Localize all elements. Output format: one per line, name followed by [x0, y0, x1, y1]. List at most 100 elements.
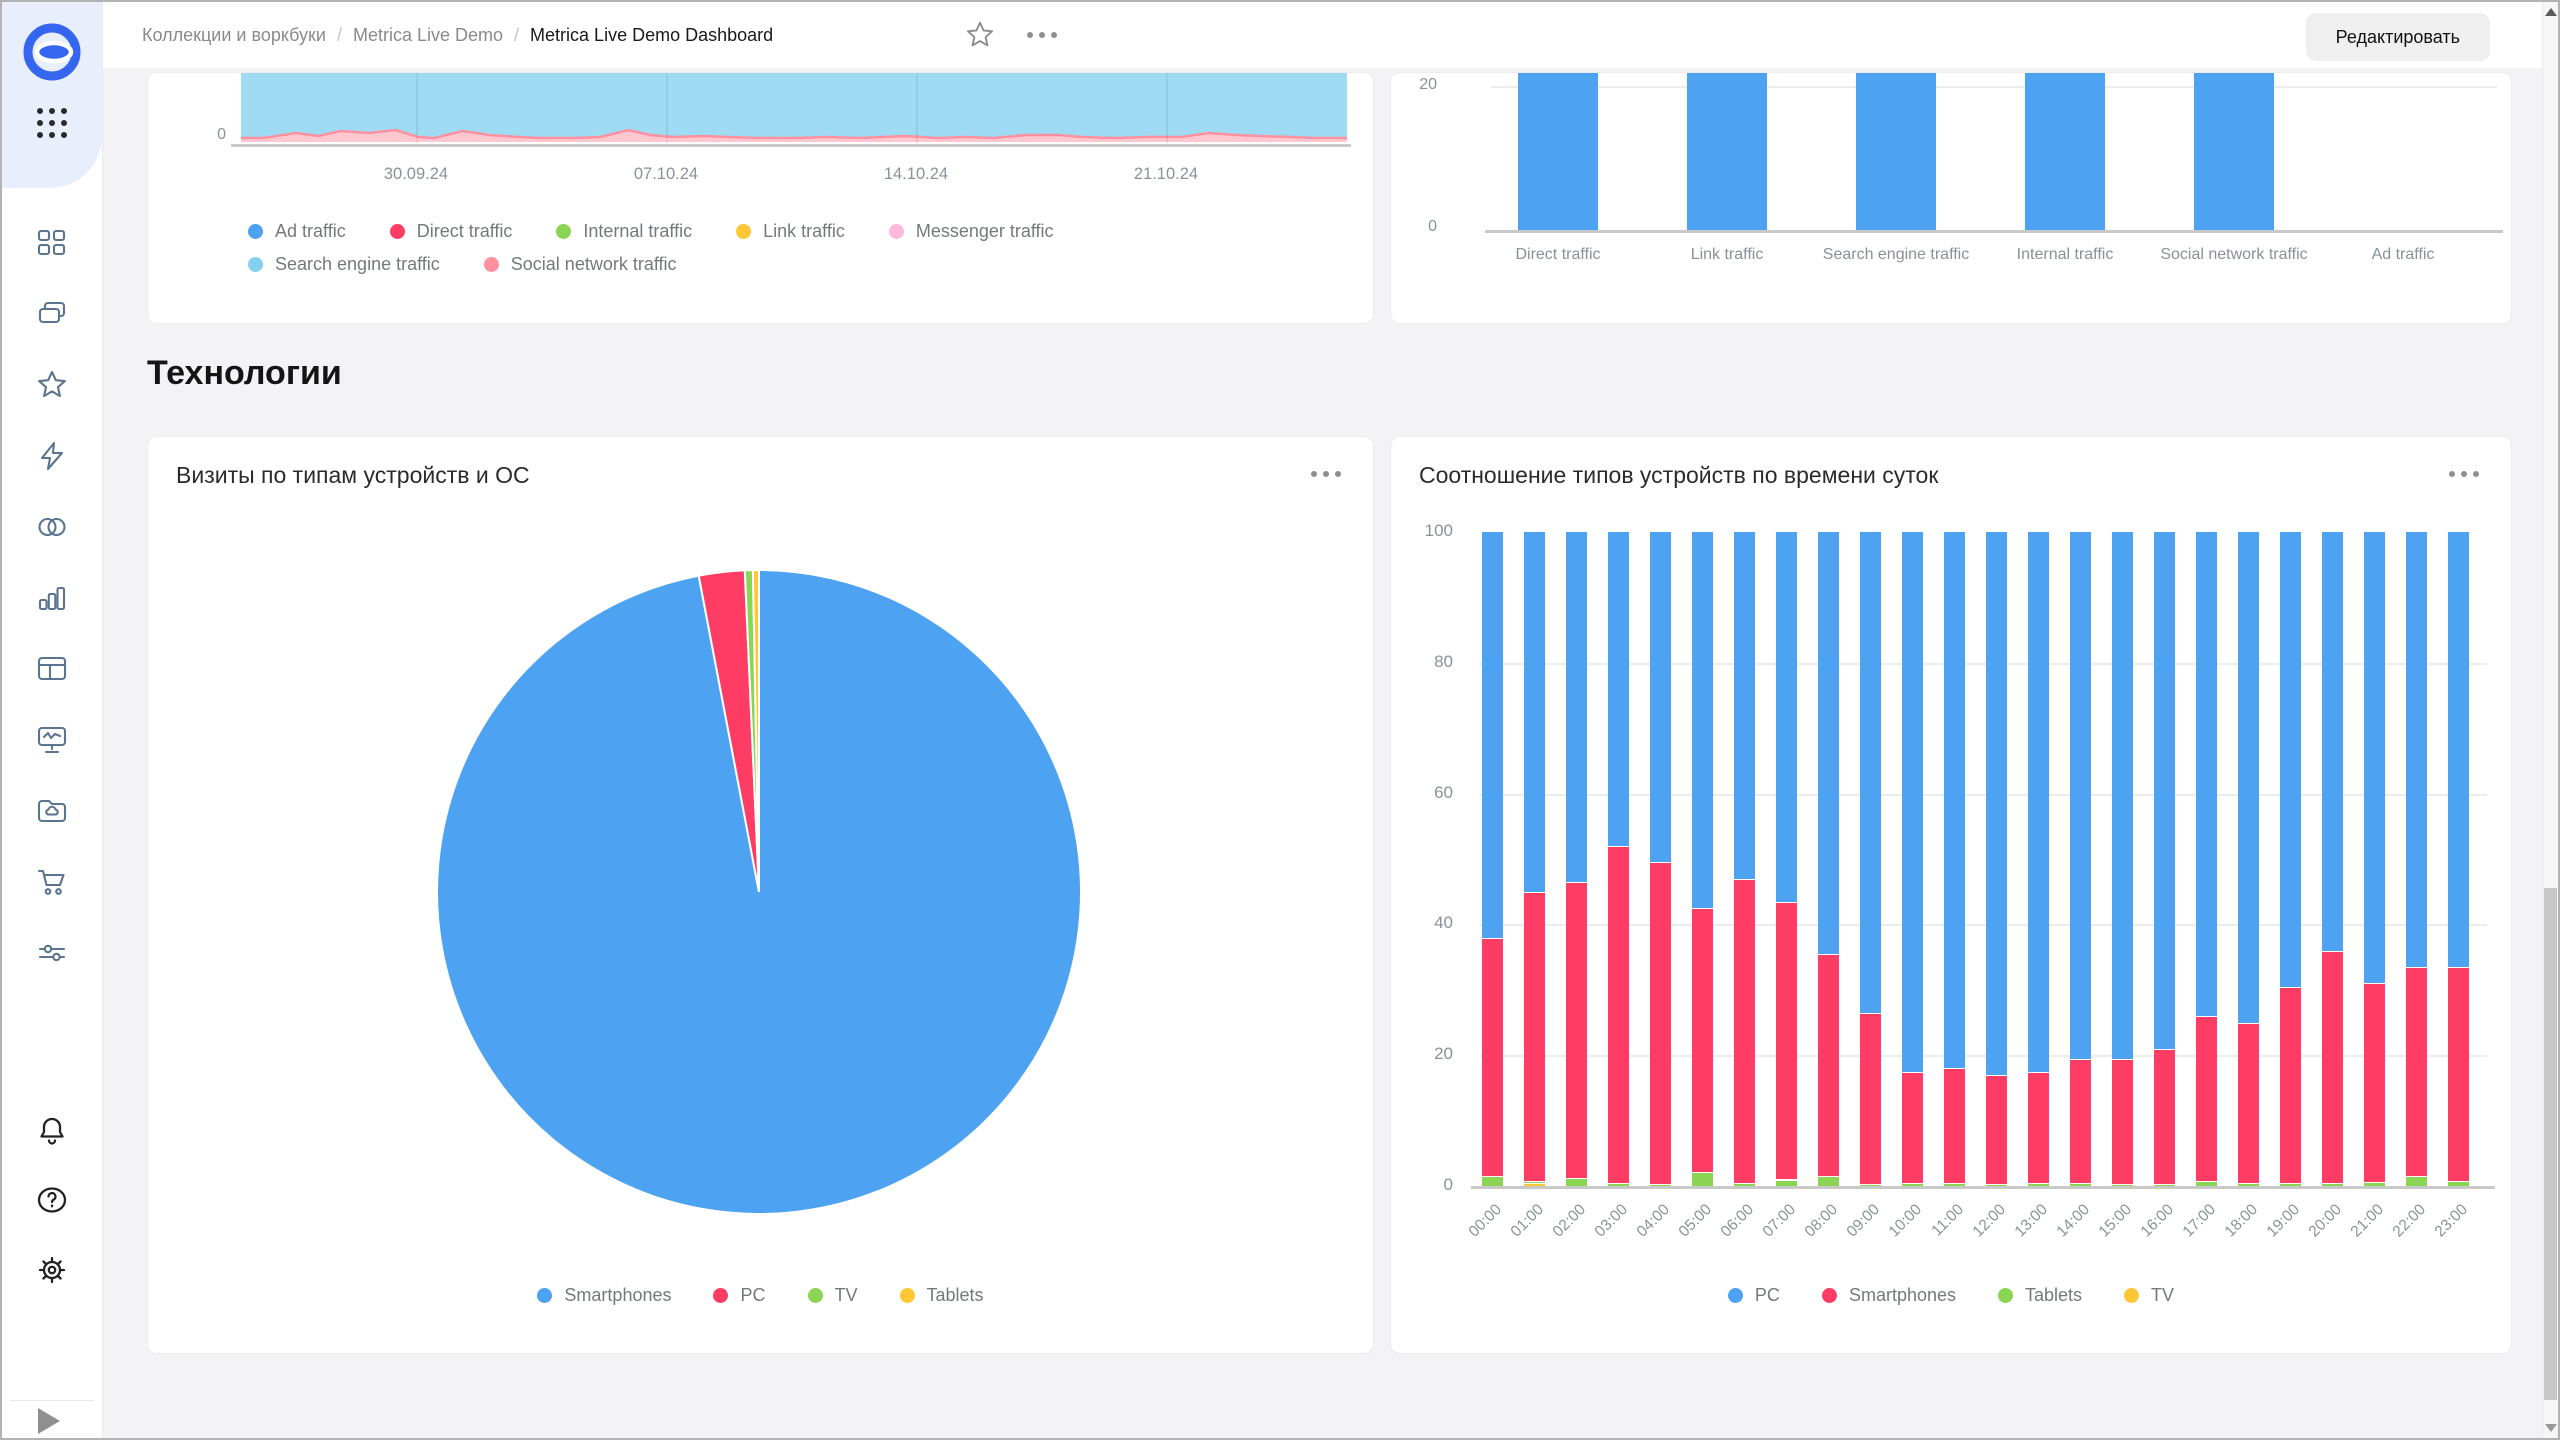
- bar-segment-tablets[interactable]: [2322, 1183, 2343, 1186]
- favorite-star-icon[interactable]: [964, 19, 996, 51]
- help-icon[interactable]: [35, 1183, 69, 1217]
- legend-item[interactable]: PC: [713, 1285, 766, 1306]
- sidebar-item-collections-icon[interactable]: [35, 297, 69, 331]
- sidebar-item-charts-icon[interactable]: [35, 581, 69, 615]
- bar-segment-smartphones[interactable]: [2070, 1058, 2091, 1183]
- bar-segment-tablets[interactable]: [1944, 1182, 1965, 1186]
- legend-item[interactable]: TV: [807, 1285, 858, 1306]
- bar-segment-smartphones[interactable]: [1860, 1012, 1881, 1184]
- bar-segment-smartphones[interactable]: [1692, 908, 1713, 1172]
- bar-segment-pc[interactable]: [1692, 532, 1713, 909]
- pie-chart[interactable]: [434, 567, 1084, 1217]
- bar-segment-tablets[interactable]: [1986, 1184, 2007, 1186]
- legend-item[interactable]: Internal traffic: [556, 221, 692, 242]
- bar-segment-tablets[interactable]: [2154, 1184, 2175, 1186]
- chart-menu-button[interactable]: [1311, 471, 1341, 477]
- sidebar-item-favorites-icon[interactable]: [35, 368, 69, 402]
- bar-segment-smartphones[interactable]: [2196, 1016, 2217, 1181]
- bar-segment-tv[interactable]: [1524, 1182, 1545, 1186]
- legend-item[interactable]: Tablets: [899, 1285, 984, 1306]
- breadcrumb-workbook[interactable]: Metrica Live Demo: [352, 24, 504, 45]
- sidebar-item-marketplace-icon[interactable]: [35, 865, 69, 899]
- legend-item[interactable]: Ad traffic: [248, 221, 346, 242]
- bar-segment-pc[interactable]: [2196, 532, 2217, 1016]
- bar-segment-pc[interactable]: [1734, 532, 1755, 879]
- bar-segment-pc[interactable]: [1650, 532, 1671, 863]
- bar-segment-pc[interactable]: [2154, 532, 2175, 1049]
- legend-item[interactable]: Tablets: [1998, 1285, 2082, 1306]
- scroll-down-arrow-icon[interactable]: [2545, 1424, 2557, 1432]
- bar-segment-smartphones[interactable]: [2322, 950, 2343, 1184]
- bar-segment-tablets[interactable]: [1524, 1181, 1545, 1183]
- bar[interactable]: [2025, 73, 2105, 230]
- legend-item[interactable]: Smartphones: [537, 1285, 671, 1306]
- bar-segment-pc[interactable]: [2112, 532, 2133, 1059]
- bar-segment-smartphones[interactable]: [2280, 986, 2301, 1183]
- bar-segment-tablets[interactable]: [2112, 1184, 2133, 1186]
- bar-segment-smartphones[interactable]: [1482, 937, 1503, 1177]
- bar-segment-pc[interactable]: [1482, 532, 1503, 938]
- bar-segment-tablets[interactable]: [1692, 1171, 1713, 1186]
- settings-gear-icon[interactable]: [35, 1253, 69, 1287]
- bar-segment-tablets[interactable]: [2364, 1182, 2385, 1186]
- bar-segment-smartphones[interactable]: [1650, 862, 1671, 1185]
- stacked-bar-plot[interactable]: [1479, 532, 2487, 1186]
- bar-segment-smartphones[interactable]: [1818, 953, 1839, 1177]
- bar-segment-smartphones[interactable]: [1566, 881, 1587, 1179]
- bar-segment-tablets[interactable]: [2280, 1182, 2301, 1186]
- bar-segment-pc[interactable]: [1608, 532, 1629, 846]
- bar-segment-tablets[interactable]: [1566, 1178, 1587, 1186]
- bar-segment-pc[interactable]: [2238, 532, 2259, 1023]
- area-chart-plot[interactable]: [241, 73, 1347, 144]
- datalens-logo-icon[interactable]: [23, 23, 81, 81]
- legend-item[interactable]: Social network traffic: [483, 254, 677, 275]
- bar-segment-tablets[interactable]: [1776, 1179, 1797, 1186]
- legend-item[interactable]: Smartphones: [1821, 1285, 1956, 1306]
- bar-segment-pc[interactable]: [1776, 532, 1797, 902]
- scrollbar-thumb[interactable]: [2544, 888, 2557, 1400]
- bar-segment-smartphones[interactable]: [1524, 891, 1545, 1182]
- legend-item[interactable]: PC: [1727, 1285, 1780, 1306]
- sidebar-expand-button[interactable]: [38, 1408, 60, 1434]
- bar-segment-pc[interactable]: [1944, 532, 1965, 1069]
- bar-segment-tablets[interactable]: [2406, 1176, 2427, 1186]
- bar[interactable]: [1518, 73, 1598, 230]
- sidebar-item-tables-icon[interactable]: [35, 652, 69, 686]
- pie-slice[interactable]: [751, 568, 760, 893]
- legend-item[interactable]: Link traffic: [736, 221, 845, 242]
- bar-segment-tablets[interactable]: [2070, 1182, 2091, 1186]
- bar-segment-pc[interactable]: [1566, 532, 1587, 882]
- bar-segment-smartphones[interactable]: [2238, 1022, 2259, 1183]
- bar-segment-pc[interactable]: [2448, 532, 2469, 967]
- bar-segment-smartphones[interactable]: [1944, 1068, 1965, 1183]
- bar-segment-smartphones[interactable]: [1608, 845, 1629, 1184]
- bar-segment-pc[interactable]: [2280, 532, 2301, 987]
- bar-segment-tablets[interactable]: [1650, 1184, 1671, 1186]
- sidebar-item-editor-icon[interactable]: [35, 439, 69, 473]
- bar-chart-plot[interactable]: [1491, 73, 2497, 230]
- scroll-up-arrow-icon[interactable]: [2545, 8, 2557, 16]
- bar-segment-pc[interactable]: [2028, 532, 2049, 1072]
- bar-segment-smartphones[interactable]: [2028, 1071, 2049, 1184]
- bar-segment-pc[interactable]: [1524, 532, 1545, 892]
- bar-segment-tablets[interactable]: [2238, 1182, 2259, 1186]
- bar[interactable]: [2194, 73, 2274, 230]
- sidebar-item-datasets-icon[interactable]: [35, 510, 69, 544]
- bar-segment-pc[interactable]: [2322, 532, 2343, 951]
- chart-menu-button[interactable]: [2449, 471, 2479, 477]
- bar-segment-smartphones[interactable]: [2448, 966, 2469, 1181]
- edit-button[interactable]: Редактировать: [2305, 13, 2490, 61]
- bar-segment-pc[interactable]: [1986, 532, 2007, 1075]
- bar-segment-pc[interactable]: [2364, 532, 2385, 984]
- page-menu-button[interactable]: [1027, 32, 1057, 38]
- sidebar-item-monitoring-icon[interactable]: [35, 723, 69, 757]
- bar-segment-tablets[interactable]: [1482, 1176, 1503, 1186]
- bar-segment-tablets[interactable]: [1734, 1182, 1755, 1186]
- sidebar-item-storage-icon[interactable]: [35, 794, 69, 828]
- bar-segment-smartphones[interactable]: [2406, 966, 2427, 1177]
- legend-item[interactable]: Direct traffic: [389, 221, 512, 242]
- apps-grid-icon[interactable]: [33, 104, 71, 142]
- bar-segment-pc[interactable]: [1818, 532, 1839, 954]
- bar-segment-smartphones[interactable]: [2364, 983, 2385, 1183]
- bar-segment-tablets[interactable]: [1818, 1176, 1839, 1186]
